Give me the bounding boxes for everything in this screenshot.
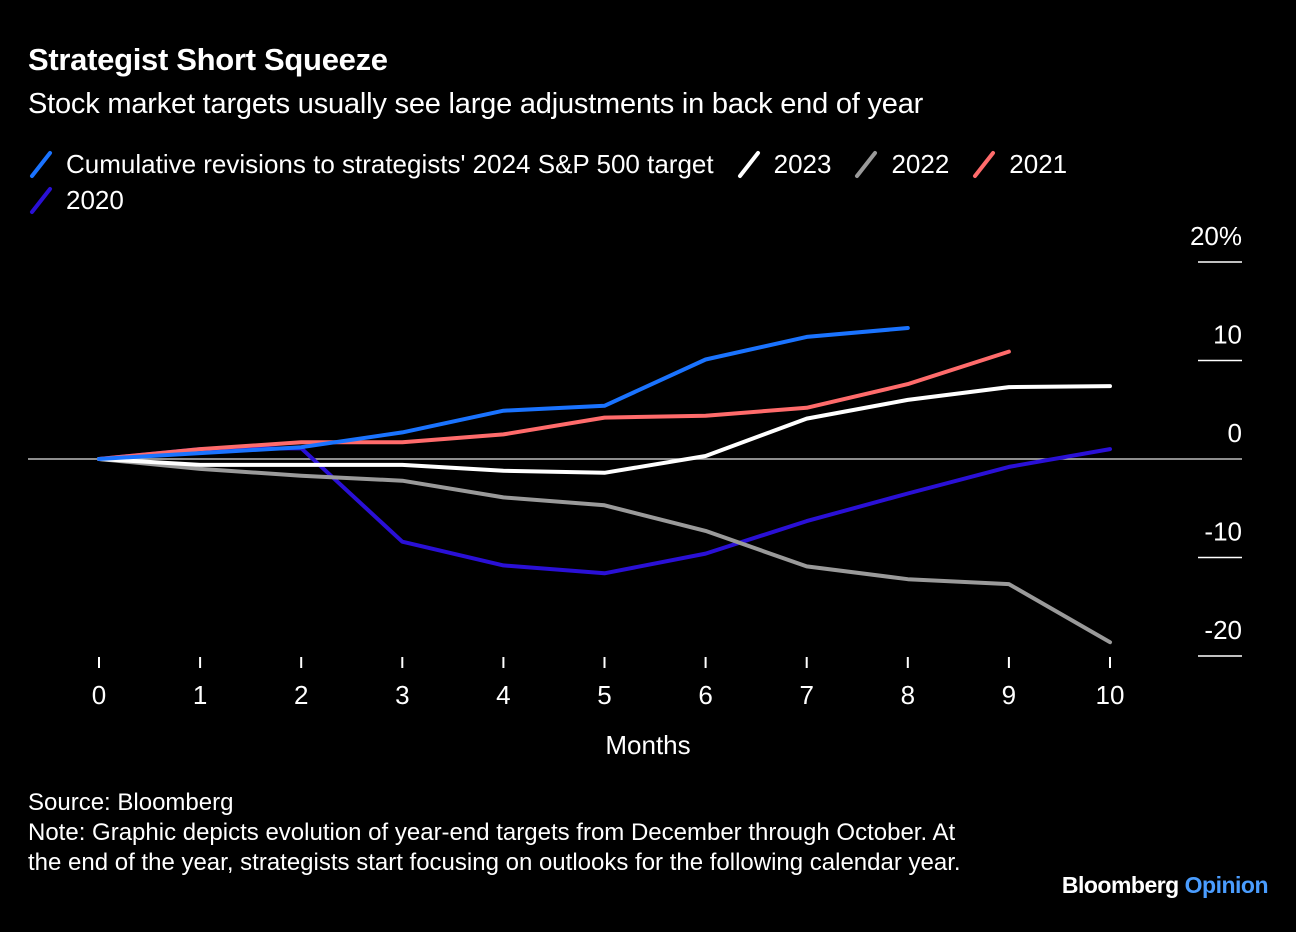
series-line-2023 <box>97 384 1112 475</box>
x-tick-label: 7 <box>799 680 813 710</box>
series-line-2022 <box>97 457 1112 645</box>
legend-row-1: Cumulative revisions to strategists' 202… <box>28 146 1228 182</box>
series-line-2020 <box>97 446 1112 576</box>
y-axis: 20% 10 0 -10 -20 <box>1190 221 1242 657</box>
series-line-cumulative-revisions-to-strategists-2024-s-p-500-target <box>97 326 910 461</box>
x-tick-label: 8 <box>901 680 915 710</box>
brand-logo: Bloomberg Opinion <box>1061 872 1269 899</box>
legend-item-2021: 2021 <box>971 149 1067 180</box>
y-tick-label: 10 <box>1213 320 1242 350</box>
legend-item-2020: 2020 <box>28 185 124 216</box>
x-tick-label: 3 <box>395 680 409 710</box>
legend-label-2023: 2023 <box>773 148 832 179</box>
y-tick-label: 0 <box>1228 418 1242 448</box>
note-text: Note: Graphic depicts evolution of year-… <box>28 819 961 876</box>
x-tick-label: 10 <box>1096 680 1125 710</box>
legend-swatch-2022 <box>855 151 878 178</box>
source-text: Source: Bloomberg <box>28 789 234 816</box>
chart-footer: Source: Bloomberg Note: Graphic depicts … <box>28 788 988 878</box>
brand-accent: Opinion <box>1184 872 1269 898</box>
legend-swatch-2023 <box>737 151 760 178</box>
y-tick-label: -20 <box>1204 615 1242 645</box>
legend-label-2021: 2021 <box>1009 148 1068 179</box>
legend-label-2024: Cumulative revisions to strategists' 202… <box>66 148 714 179</box>
chart-subtitle: Stock market targets usually see large a… <box>28 88 924 120</box>
legend-swatch-2024 <box>30 151 52 178</box>
y-tick-label: -10 <box>1204 517 1242 547</box>
x-tick-label: 5 <box>597 680 611 710</box>
legend-swatch-2020 <box>30 187 52 214</box>
x-tick-label: 0 <box>92 680 106 710</box>
x-tick-label: 1 <box>193 680 207 710</box>
legend-label-2022: 2022 <box>891 148 950 179</box>
x-tick-label: 6 <box>698 680 712 710</box>
x-tick-label: 2 <box>294 680 308 710</box>
x-tick-label: 4 <box>496 680 510 710</box>
x-tick-label: 9 <box>1002 680 1016 710</box>
legend-item-2023: 2023 <box>736 148 832 180</box>
legend-label-2020: 2020 <box>66 184 124 215</box>
x-axis-label: Months <box>605 730 690 760</box>
series-line-2021 <box>97 349 1011 461</box>
legend-row-2: 2020 <box>28 182 1228 218</box>
legend-swatch-2021 <box>973 151 996 178</box>
x-axis: 0 1 2 3 4 5 6 7 8 9 10 <box>92 657 1125 710</box>
series-lines <box>97 326 1112 645</box>
chart-legend: Cumulative revisions to strategists' 202… <box>28 146 1228 218</box>
legend-item-2022: 2022 <box>853 149 949 180</box>
legend-item-2024: Cumulative revisions to strategists' 202… <box>28 149 714 180</box>
y-tick-label: 20% <box>1190 221 1242 251</box>
brand-main: Bloomberg <box>1061 872 1179 898</box>
chart-title: Strategist Short Squeeze <box>28 42 388 77</box>
